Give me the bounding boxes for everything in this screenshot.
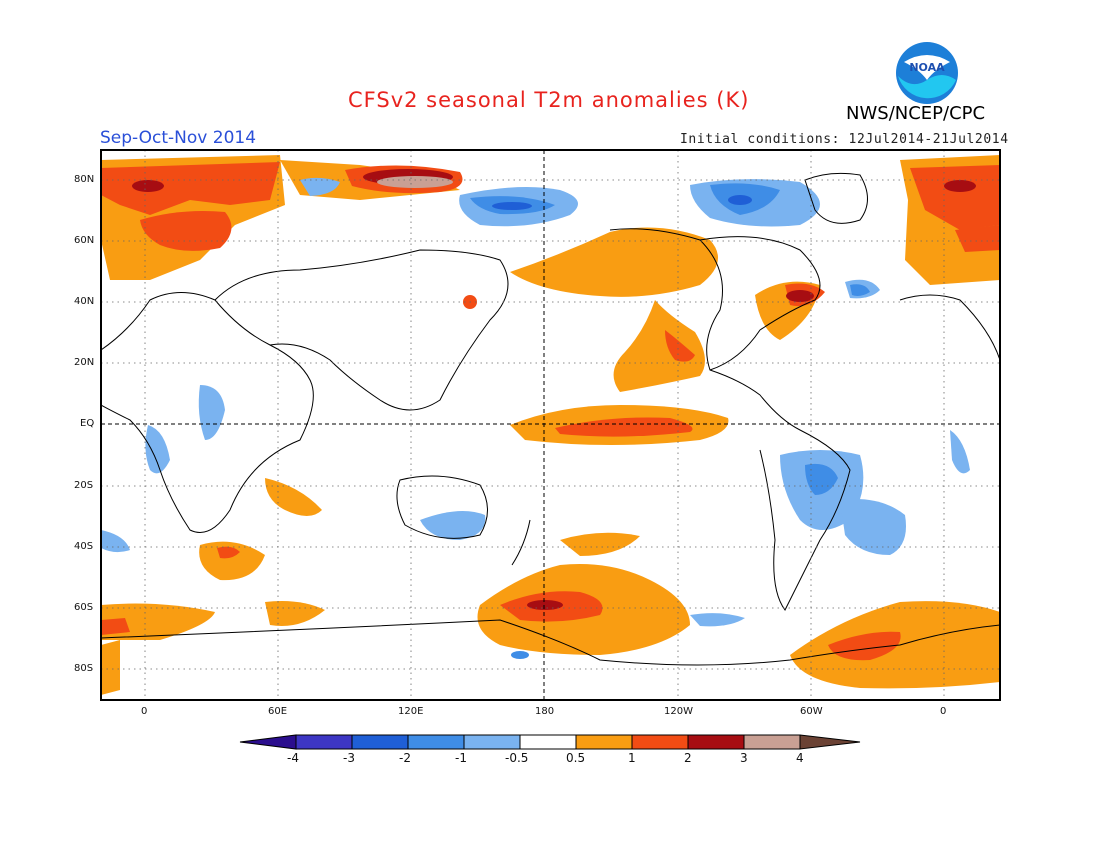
lon-label: 180 xyxy=(535,706,555,717)
lat-label: 80N xyxy=(74,174,95,185)
cold-anomaly-strong xyxy=(492,195,752,210)
warm-anomaly-strong xyxy=(132,169,976,610)
colorbar-tick-label: -1 xyxy=(455,751,467,765)
colorbar-tick-label: 1 xyxy=(628,751,636,765)
graticule xyxy=(101,150,1000,700)
map-title: CFSv2 seasonal T2m anomalies (K) xyxy=(348,88,750,112)
colorbar-tick-label: 0.5 xyxy=(566,751,586,765)
noaa-logo: NOAA xyxy=(896,42,958,104)
lon-label: 0 xyxy=(141,706,148,717)
lat-label: EQ xyxy=(80,418,95,429)
colorbar-tick-label: 3 xyxy=(740,751,748,765)
lat-label: 80S xyxy=(74,663,94,674)
colorbar-tick-label: -2 xyxy=(399,751,411,765)
colorbar-tick-label: 4 xyxy=(796,751,804,765)
colorbar-tick-label: 2 xyxy=(684,751,692,765)
noaa-logo-text: NOAA xyxy=(909,61,945,74)
colorbar-tick-label: -3 xyxy=(343,751,355,765)
lon-label: 0 xyxy=(940,706,947,717)
lat-label: 20N xyxy=(74,357,95,368)
warm-anomaly-extreme xyxy=(377,176,453,188)
lon-label: 120E xyxy=(398,706,424,717)
lat-label: 60N xyxy=(74,235,95,246)
colorbar-tick-label: -4 xyxy=(287,751,299,765)
colorbar-tick-label: -0.5 xyxy=(505,751,529,765)
lat-label: 40S xyxy=(74,541,94,552)
map-frame xyxy=(100,149,1001,701)
coastlines xyxy=(101,172,1000,666)
initial-conditions-label: Initial conditions: 12Jul2014-21Jul2014 xyxy=(680,132,1009,147)
lat-label: 40N xyxy=(74,296,95,307)
lon-label: 60E xyxy=(268,706,288,717)
lat-label: 60S xyxy=(74,602,94,613)
lat-label: 20S xyxy=(74,480,94,491)
season-label: Sep-Oct-Nov 2014 xyxy=(100,128,257,148)
organization-label: NWS/NCEP/CPC xyxy=(846,103,986,124)
lon-label: 60W xyxy=(800,706,823,717)
lon-label: 120W xyxy=(664,706,693,717)
equator-and-dateline xyxy=(101,150,1000,700)
